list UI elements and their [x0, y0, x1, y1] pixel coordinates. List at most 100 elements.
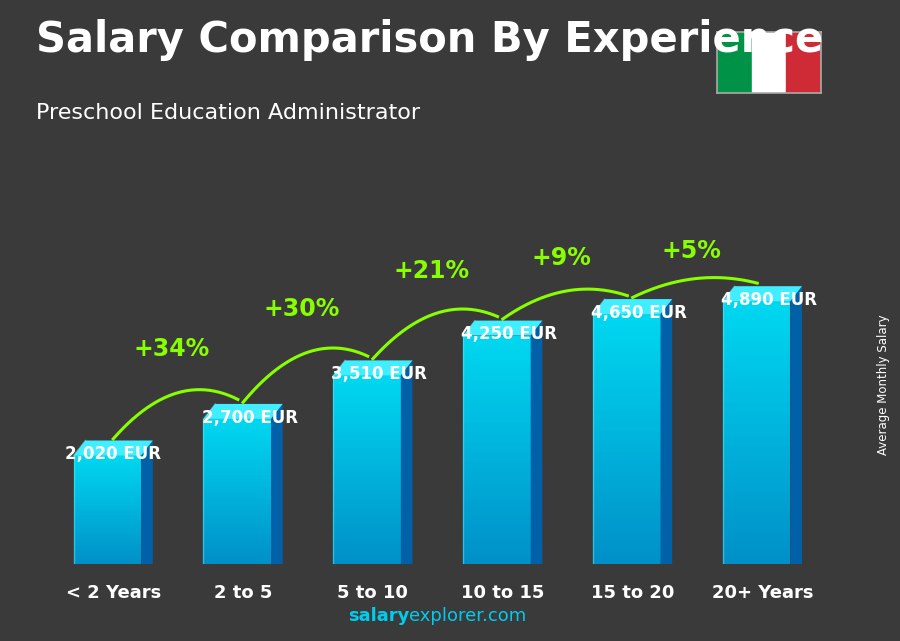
Bar: [74, 548, 141, 549]
Bar: [464, 412, 531, 415]
Bar: [723, 494, 790, 498]
Polygon shape: [723, 286, 802, 301]
Bar: [723, 560, 790, 564]
Bar: [333, 379, 400, 381]
Bar: [464, 393, 531, 397]
Bar: [203, 487, 271, 489]
Bar: [74, 538, 141, 540]
Bar: [723, 472, 790, 476]
Bar: [333, 545, 400, 548]
Bar: [464, 442, 531, 446]
Bar: [74, 513, 141, 515]
Bar: [203, 537, 271, 540]
Bar: [333, 429, 400, 432]
Bar: [333, 407, 400, 410]
Bar: [593, 439, 661, 444]
Bar: [593, 481, 661, 485]
Text: +30%: +30%: [264, 297, 339, 320]
Bar: [593, 431, 661, 435]
Bar: [74, 555, 141, 557]
Bar: [203, 530, 271, 533]
Bar: [333, 495, 400, 498]
Bar: [203, 545, 271, 547]
Bar: [203, 513, 271, 516]
Bar: [74, 497, 141, 499]
Bar: [723, 424, 790, 428]
Bar: [464, 492, 531, 495]
Bar: [593, 347, 661, 351]
Bar: [723, 450, 790, 454]
Bar: [464, 378, 531, 381]
Bar: [464, 446, 531, 450]
Bar: [74, 546, 141, 548]
Bar: [593, 531, 661, 535]
Bar: [333, 463, 400, 467]
Bar: [203, 494, 271, 496]
Bar: [464, 522, 531, 526]
Text: 2 to 5: 2 to 5: [214, 584, 273, 602]
Bar: [593, 385, 661, 389]
Bar: [593, 364, 661, 368]
Bar: [593, 422, 661, 427]
Bar: [74, 456, 141, 457]
Bar: [333, 501, 400, 504]
Bar: [593, 451, 661, 456]
Bar: [593, 335, 661, 339]
Bar: [723, 406, 790, 411]
Bar: [203, 448, 271, 451]
Text: salary: salary: [348, 607, 410, 625]
Bar: [723, 367, 790, 371]
Bar: [593, 397, 661, 401]
Bar: [464, 374, 531, 378]
Bar: [333, 438, 400, 442]
Bar: [593, 331, 661, 335]
Bar: [464, 389, 531, 393]
Bar: [203, 547, 271, 549]
Bar: [593, 319, 661, 322]
Bar: [723, 454, 790, 459]
Bar: [723, 503, 790, 507]
Bar: [723, 376, 790, 380]
Bar: [593, 372, 661, 376]
Polygon shape: [593, 299, 672, 314]
Bar: [74, 533, 141, 535]
Bar: [464, 533, 531, 537]
Bar: [74, 503, 141, 504]
Bar: [333, 539, 400, 542]
Bar: [203, 520, 271, 523]
Bar: [593, 326, 661, 331]
Bar: [464, 541, 531, 545]
Bar: [333, 554, 400, 558]
Bar: [74, 476, 141, 477]
Bar: [74, 560, 141, 562]
Bar: [333, 513, 400, 517]
Bar: [203, 562, 271, 564]
Text: 5 to 10: 5 to 10: [338, 584, 409, 602]
Bar: [593, 339, 661, 344]
Text: Average Monthly Salary: Average Monthly Salary: [878, 314, 890, 455]
Bar: [333, 381, 400, 385]
Bar: [203, 542, 271, 545]
Bar: [464, 435, 531, 438]
Bar: [723, 419, 790, 424]
Bar: [723, 358, 790, 363]
Bar: [723, 337, 790, 340]
Bar: [464, 560, 531, 564]
Bar: [333, 426, 400, 429]
Text: +34%: +34%: [133, 337, 210, 362]
Bar: [723, 354, 790, 358]
Bar: [464, 423, 531, 427]
Bar: [203, 496, 271, 499]
Bar: [203, 559, 271, 562]
Bar: [723, 555, 790, 560]
Bar: [333, 488, 400, 492]
Bar: [203, 455, 271, 458]
Bar: [74, 540, 141, 542]
Bar: [593, 406, 661, 410]
Bar: [787, 32, 821, 93]
Bar: [203, 484, 271, 487]
Bar: [74, 487, 141, 488]
Bar: [723, 547, 790, 551]
Bar: [203, 451, 271, 453]
Bar: [593, 368, 661, 372]
